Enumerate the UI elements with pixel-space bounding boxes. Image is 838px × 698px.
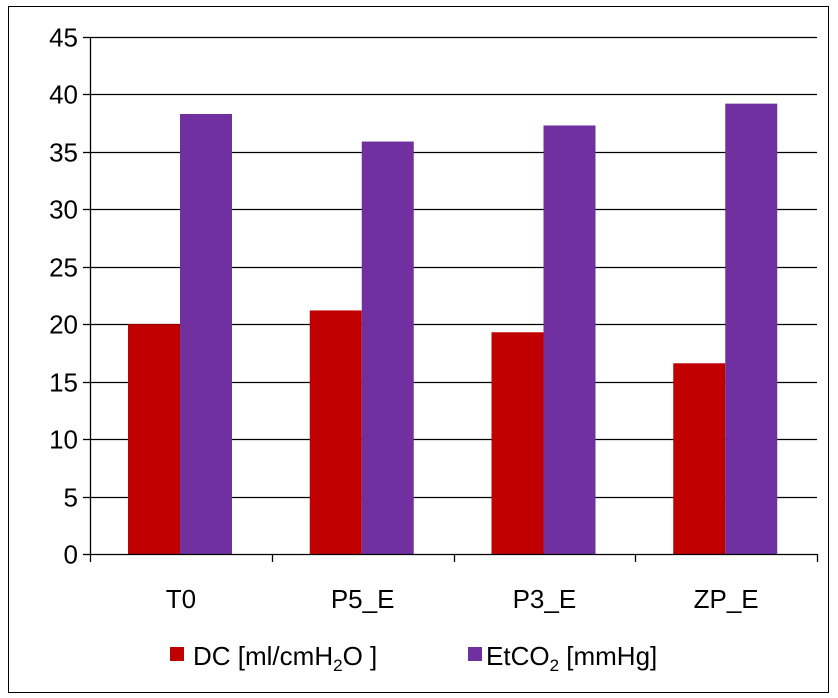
legend-label-dc: DC [ml/cmH2O ]: [193, 641, 377, 675]
bar-ZP_E-series-1: [725, 103, 778, 554]
y-tick-label: 15: [49, 368, 78, 398]
x-tick-label: T0: [166, 584, 196, 614]
axes: 0 5 10 15 20 25 30 35 40 45 T0 P5_E P3_E ZP_E: [49, 23, 819, 614]
y-tick-label: 40: [49, 80, 78, 110]
y-tick-label: 0: [64, 540, 78, 570]
x-tick-label: ZP_E: [694, 584, 759, 614]
bar-T0-series-1: [180, 113, 232, 554]
y-tick-label: 20: [49, 310, 78, 340]
y-tick-label: 45: [49, 23, 78, 53]
bars: [128, 103, 778, 554]
legend-swatch-dc: [170, 647, 184, 661]
bar-P5_E-series-0: [309, 310, 362, 554]
bar-T0-series-0: [128, 324, 180, 554]
y-tick-label: 10: [49, 425, 78, 455]
x-tick-label: P3_E: [513, 584, 577, 614]
bar-ZP_E-series-0: [673, 363, 726, 554]
y-tick-label: 5: [64, 483, 78, 513]
bar-P3_E-series-1: [543, 125, 596, 554]
x-tick-label: P5_E: [331, 584, 395, 614]
y-tick-label: 30: [49, 195, 78, 225]
legend-label-etco2: EtCO2 [mmHg]: [486, 641, 657, 675]
legend-swatch-etco2: [468, 647, 482, 661]
bar-P5_E-series-1: [361, 141, 414, 554]
y-tick-label: 25: [49, 253, 78, 283]
y-tick-label: 35: [49, 138, 78, 168]
legend: DC [ml/cmH2O ] EtCO2 [mmHg]: [170, 641, 657, 675]
bar-P3_E-series-0: [491, 332, 544, 554]
